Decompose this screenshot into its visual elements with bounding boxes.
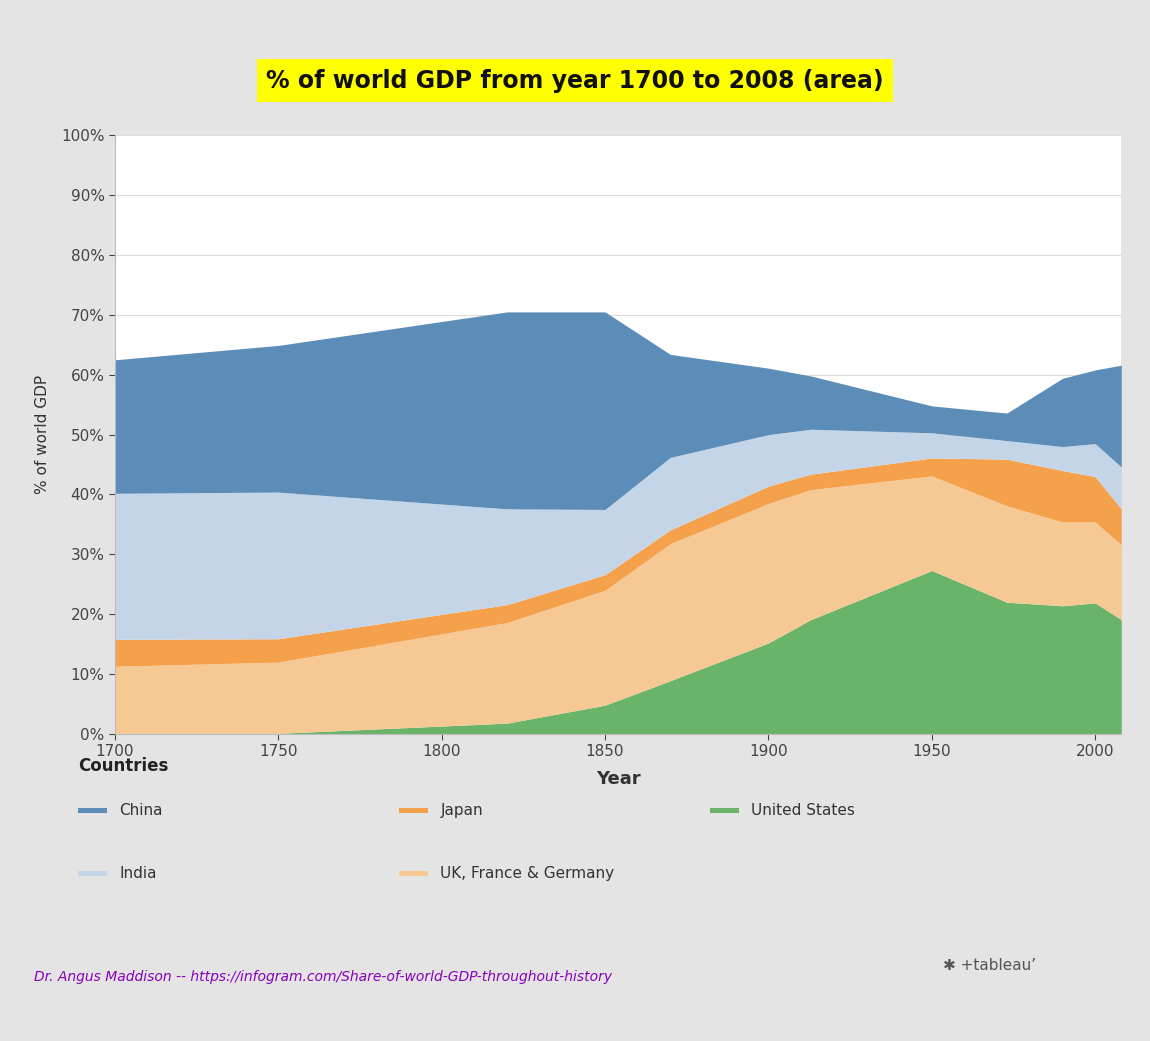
Text: UK, France & Germany: UK, France & Germany xyxy=(440,866,614,881)
Bar xyxy=(78,808,107,813)
Text: China: China xyxy=(120,804,163,818)
Bar xyxy=(78,870,107,877)
Bar xyxy=(710,808,738,813)
Text: India: India xyxy=(120,866,158,881)
Text: Dr. Angus Maddison -- https://infogram.com/Share-of-world-GDP-throughout-history: Dr. Angus Maddison -- https://infogram.c… xyxy=(34,970,613,984)
Text: ✱ +tableau’: ✱ +tableau’ xyxy=(943,959,1036,973)
Text: % of world GDP from year 1700 to 2008 (area): % of world GDP from year 1700 to 2008 (a… xyxy=(266,69,884,93)
Bar xyxy=(399,808,428,813)
Text: Japan: Japan xyxy=(440,804,483,818)
Bar xyxy=(399,870,428,877)
X-axis label: Year: Year xyxy=(596,770,641,788)
Text: Countries: Countries xyxy=(78,757,169,775)
Y-axis label: % of world GDP: % of world GDP xyxy=(34,375,49,494)
Text: United States: United States xyxy=(751,804,854,818)
